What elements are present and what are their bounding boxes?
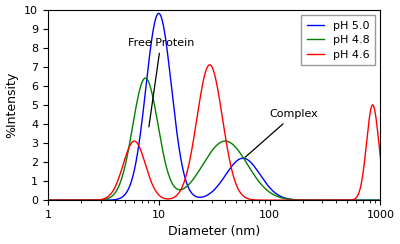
pH 4.6 xyxy=(207,63,212,66)
pH 4.8 xyxy=(188,181,193,184)
Text: Free Protein: Free Protein xyxy=(128,38,194,127)
pH 4.8 xyxy=(368,199,373,202)
Line: pH 4.8: pH 4.8 xyxy=(48,78,380,200)
pH 4.6 xyxy=(378,156,383,159)
pH 5.0 xyxy=(46,199,50,202)
Legend: pH 5.0, pH 4.8, pH 4.6: pH 5.0, pH 4.8, pH 4.6 xyxy=(302,15,375,65)
Y-axis label: %Intensity: %Intensity xyxy=(6,72,18,138)
pH 4.8 xyxy=(143,77,148,80)
pH 5.0 xyxy=(351,199,356,202)
pH 4.8 xyxy=(185,184,190,187)
pH 4.6 xyxy=(352,198,356,201)
pH 5.0 xyxy=(368,199,373,202)
pH 5.0 xyxy=(185,184,190,187)
pH 4.6 xyxy=(317,199,322,202)
pH 5.0 xyxy=(188,190,193,193)
Text: Complex: Complex xyxy=(245,109,318,157)
pH 4.6 xyxy=(46,199,50,202)
pH 4.6 xyxy=(204,69,208,72)
X-axis label: Diameter (nm): Diameter (nm) xyxy=(168,225,260,238)
pH 4.6 xyxy=(185,169,190,172)
pH 4.8 xyxy=(204,158,208,161)
pH 4.8 xyxy=(351,199,356,202)
pH 5.0 xyxy=(287,198,292,201)
pH 4.8 xyxy=(46,199,50,202)
Line: pH 4.6: pH 4.6 xyxy=(48,65,380,200)
pH 4.6 xyxy=(188,157,193,160)
pH 5.0 xyxy=(204,194,208,197)
pH 4.8 xyxy=(378,199,383,202)
pH 5.0 xyxy=(378,199,383,202)
pH 4.6 xyxy=(287,199,292,202)
pH 4.8 xyxy=(287,198,292,201)
Line: pH 5.0: pH 5.0 xyxy=(48,13,380,200)
pH 5.0 xyxy=(156,12,161,15)
pH 4.6 xyxy=(368,110,373,113)
